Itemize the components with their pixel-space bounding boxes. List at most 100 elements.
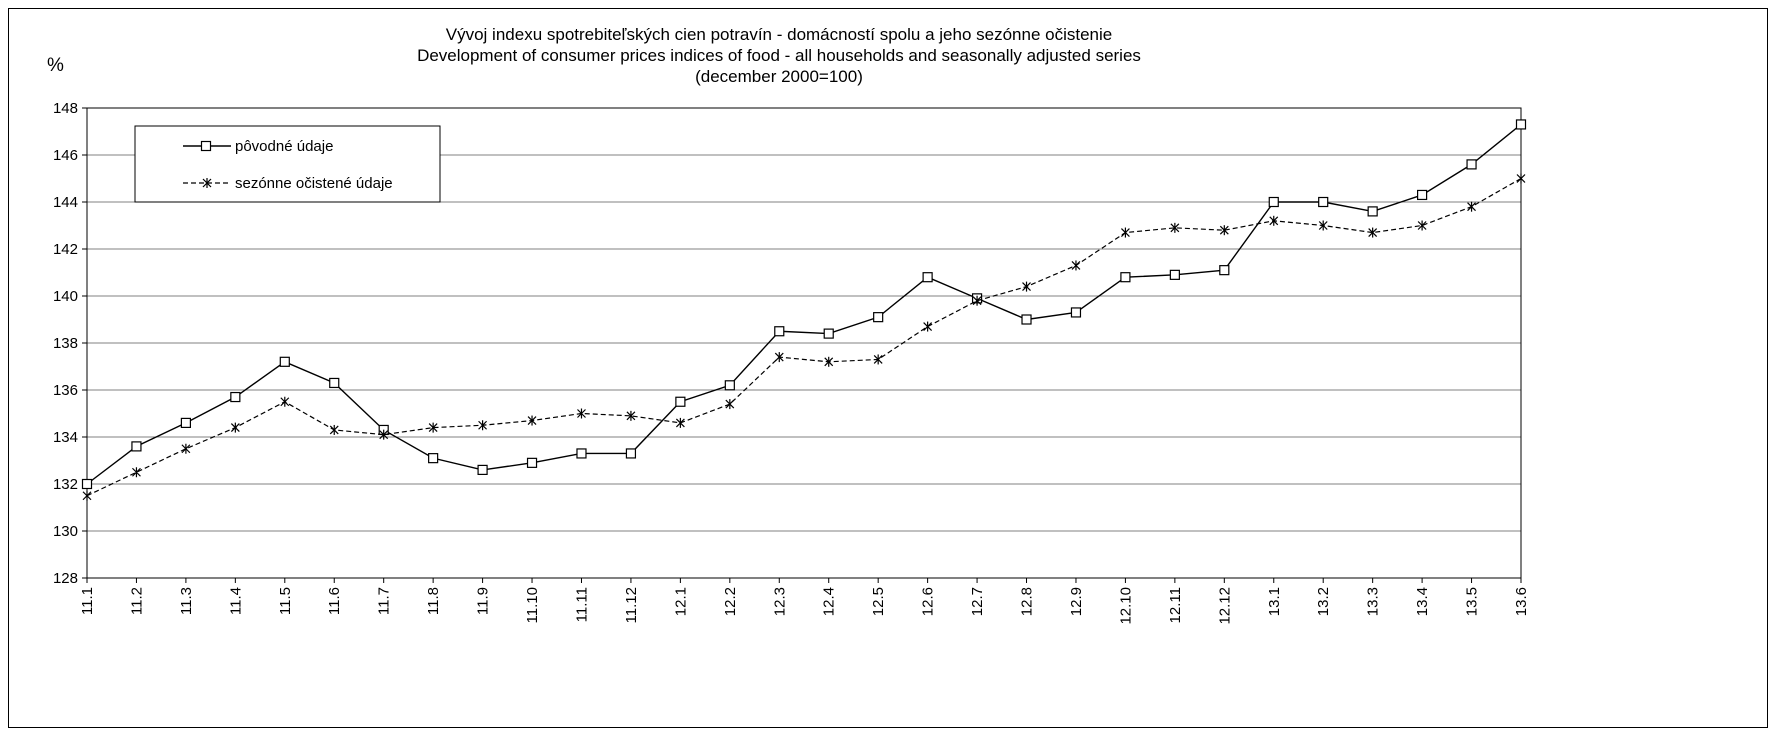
data-point-adjusted	[1071, 260, 1081, 271]
data-point-adjusted	[1318, 220, 1328, 231]
data-point-original	[576, 448, 587, 459]
series-line-adjusted	[86, 177, 1522, 497]
y-axis-unit-label: %	[47, 55, 64, 76]
series-line-original	[86, 123, 1522, 485]
x-tick-label: 12.11	[1167, 587, 1184, 623]
chart-frame: Vývoj indexu spotrebiteľských cien potra…	[8, 8, 1768, 728]
data-point-adjusted	[1120, 227, 1130, 238]
x-tick-label: 11.3	[178, 587, 195, 615]
x-tick-label: 12.1	[672, 587, 689, 616]
data-point-original	[477, 464, 488, 475]
chart-title-line-1: Vývoj indexu spotrebiteľských cien potra…	[446, 25, 1112, 44]
data-point-original	[1515, 119, 1527, 130]
y-tick-label: 142	[53, 241, 78, 258]
legend-marker-original	[200, 140, 212, 152]
y-tick-label: 128	[53, 570, 78, 587]
y-tick-label: 146	[53, 147, 78, 164]
data-point-adjusted	[1170, 222, 1180, 233]
data-point-original	[1169, 269, 1180, 280]
data-point-original	[329, 377, 340, 389]
data-point-original	[230, 391, 241, 403]
legend: pôvodné údaje sezónne očistené údaje	[134, 125, 441, 203]
data-point-adjusted	[478, 420, 488, 431]
x-tick-label: 11.1	[79, 587, 96, 615]
x-tick-label: 11.5	[277, 587, 294, 615]
data-point-adjusted	[329, 424, 339, 435]
x-tick-label: 12.3	[771, 587, 788, 616]
y-tick-label: 148	[53, 100, 78, 117]
x-tick-label: 12.9	[1068, 587, 1085, 616]
data-point-original	[81, 478, 93, 490]
data-point-original	[823, 328, 834, 339]
x-tick-label: 13.1	[1266, 587, 1283, 616]
data-point-adjusted	[280, 396, 290, 407]
chart-title: Vývoj indexu spotrebiteľských cien potra…	[417, 25, 1141, 86]
legend-label-original: pôvodné údaje	[235, 138, 333, 155]
chart-title-line-3: (december 2000=100)	[695, 67, 863, 86]
data-point-adjusted	[527, 415, 537, 426]
x-tick-label: 12.12	[1216, 587, 1233, 625]
data-point-original	[279, 356, 290, 367]
data-point-original	[526, 457, 538, 468]
data-point-original	[1318, 196, 1329, 208]
x-tick-label: 11.6	[326, 587, 343, 615]
y-tick-label: 144	[53, 194, 78, 211]
data-point-adjusted	[972, 295, 982, 306]
data-point-adjusted	[1368, 227, 1378, 238]
data-point-adjusted	[1417, 220, 1427, 231]
x-tick-label: 12.5	[870, 587, 887, 616]
y-tick-label: 140	[53, 288, 78, 305]
legend-label-adjusted: sezónne očistené údaje	[235, 175, 393, 192]
data-point-original	[774, 326, 785, 337]
data-point-original	[1120, 272, 1131, 283]
legend-box	[134, 125, 441, 203]
data-point-adjusted	[626, 410, 636, 421]
y-tick-label: 134	[53, 429, 78, 446]
data-point-adjusted	[675, 417, 685, 428]
x-tick-label: 11.7	[376, 587, 393, 615]
data-point-original	[675, 396, 686, 407]
x-tick-label: 12.6	[920, 587, 937, 616]
line-chart: Vývoj indexu spotrebiteľských cien potra…	[47, 25, 1530, 625]
plot-area	[86, 107, 1522, 579]
data-point-adjusted	[1022, 281, 1031, 292]
x-tick-label: 11.12	[623, 587, 640, 623]
data-point-original	[428, 453, 439, 464]
data-point-original	[1021, 314, 1032, 325]
data-point-original	[1417, 189, 1428, 201]
data-point-original	[180, 417, 191, 428]
legend-marker-adjusted	[202, 178, 212, 188]
data-point-adjusted	[428, 422, 438, 433]
data-point-adjusted	[577, 408, 586, 419]
y-tick-label: 130	[53, 523, 78, 540]
x-tick-label: 12.4	[821, 587, 838, 616]
data-point-adjusted	[379, 429, 389, 440]
data-point-adjusted	[82, 490, 92, 501]
x-tick-label: 13.2	[1315, 587, 1332, 616]
legend-star-marker	[202, 178, 212, 188]
x-tick-label: 12.7	[969, 587, 986, 616]
y-tick-label: 138	[53, 335, 78, 352]
y-tick-label: 136	[53, 382, 78, 399]
data-point-original	[724, 380, 735, 391]
data-point-adjusted	[181, 443, 191, 454]
data-point-original	[131, 441, 142, 452]
data-point-original	[625, 448, 637, 459]
x-tick-label: 13.4	[1414, 587, 1431, 616]
x-tick-label: 11.2	[128, 587, 145, 615]
data-point-original	[873, 312, 884, 323]
data-point-original	[1367, 206, 1378, 217]
x-tick-label: 12.8	[1019, 587, 1036, 616]
x-tick-label: 13.6	[1513, 587, 1530, 616]
series-lines	[81, 119, 1527, 501]
data-point-adjusted	[725, 399, 735, 410]
x-tick-label: 11.10	[524, 587, 541, 623]
data-point-adjusted	[1219, 225, 1229, 236]
data-point-original	[1219, 265, 1230, 276]
data-point-adjusted	[1269, 215, 1279, 226]
x-tick-label: 12.10	[1117, 587, 1134, 625]
data-point-original	[922, 272, 933, 283]
data-point-adjusted	[1516, 173, 1526, 184]
x-tick-label: 13.3	[1365, 587, 1382, 616]
x-tick-label: 13.5	[1464, 587, 1481, 616]
